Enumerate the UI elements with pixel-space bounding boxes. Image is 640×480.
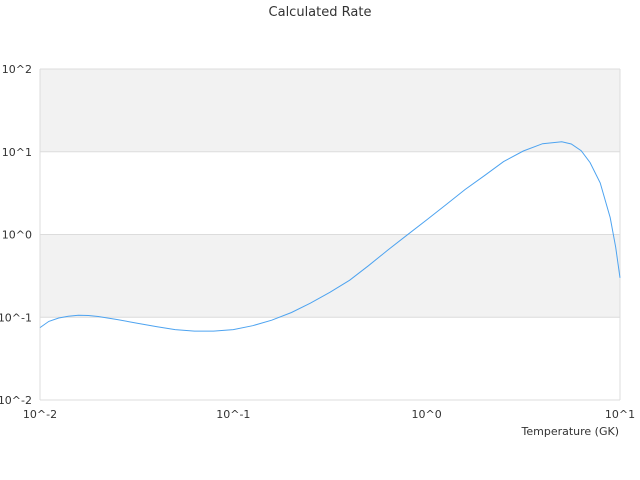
grid-band [40,151,620,235]
y-tick-label: 10^-1 [0,311,32,324]
series-line [39,141,621,332]
series-layer [39,141,621,332]
gridlines [39,68,621,401]
y-tick-label: 10^-2 [0,394,32,407]
y-tick-label: 10^0 [2,229,32,242]
x-tick-labels: 10^-2 10^-1 10^0 10^1 [23,408,635,421]
y-tick-labels: 10^2 10^1 10^0 10^-1 10^-2 [0,63,32,407]
grid-band [40,317,620,400]
x-axis-label: Temperature (GK) [521,425,620,438]
x-tick-label: 10^1 [605,408,635,421]
grid-bands [40,69,620,400]
chart-title: Calculated Rate [269,5,372,20]
x-tick-label: 10^-1 [216,408,250,421]
grid-band [40,234,620,318]
x-tick-label: 10^0 [412,408,442,421]
y-tick-label: 10^1 [2,146,32,159]
x-tick-label: 10^-2 [23,408,57,421]
grid-band [40,69,620,152]
y-tick-label: 10^2 [2,63,32,76]
